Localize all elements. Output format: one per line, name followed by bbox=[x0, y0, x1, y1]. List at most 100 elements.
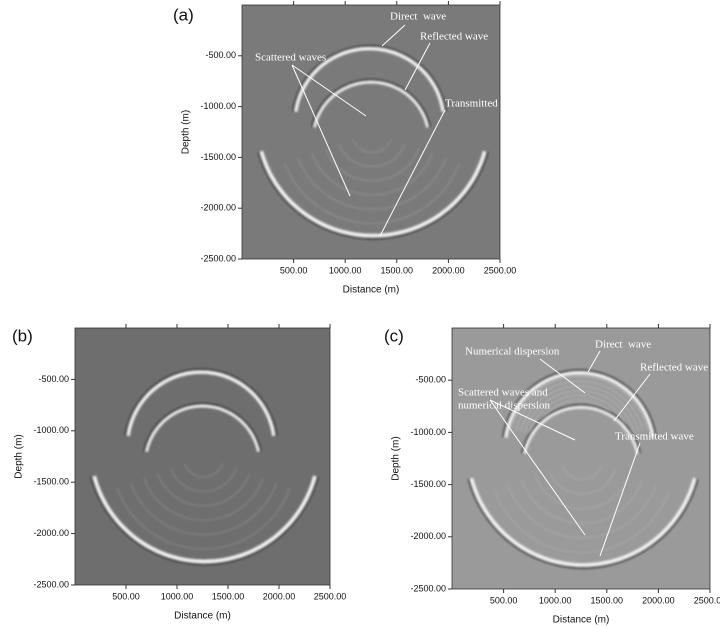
scattered-wave bbox=[170, 468, 237, 493]
y-tick-label: -500.00 bbox=[205, 50, 236, 60]
wavefront bbox=[469, 477, 697, 567]
scattered-wave bbox=[507, 485, 657, 539]
y-tick-label: -2000.00 bbox=[33, 528, 69, 538]
annotation: Scattered waves and bbox=[458, 387, 548, 399]
panel-label: (c) bbox=[384, 326, 404, 345]
x-tick-label: 1500.00 bbox=[212, 591, 245, 601]
annotation-pointer bbox=[404, 42, 431, 91]
y-axis-label: Depth (m) bbox=[14, 434, 25, 478]
annotation-pointer bbox=[613, 373, 651, 422]
wavefront-shadow bbox=[143, 403, 262, 452]
x-axis-label: Distance (m) bbox=[174, 611, 231, 622]
y-tick-label: -1500.00 bbox=[33, 477, 69, 487]
annotation: Scattered waves bbox=[255, 52, 326, 64]
panel: 500.00 1000.00 1500.00 2000.00 2500.00 -500.0… bbox=[384, 324, 720, 626]
scattered-wave bbox=[284, 163, 460, 224]
wavefront bbox=[313, 80, 429, 128]
x-tick-label: 2000.00 bbox=[642, 595, 675, 605]
annotation: Direct wave bbox=[390, 11, 446, 23]
annotation-pointer bbox=[291, 64, 351, 197]
scattered-wave bbox=[352, 138, 392, 153]
y-tick-label: -1500.00 bbox=[200, 152, 236, 162]
scattered-wave bbox=[521, 480, 643, 524]
panel: 500.00 1000.00 1500.00 2000.00 2500.00 -500.0… bbox=[173, 1, 524, 296]
scattered-wave bbox=[311, 153, 433, 196]
x-tick-label: 1500.00 bbox=[591, 595, 624, 605]
wavefront bbox=[504, 371, 655, 438]
dispersion-wave bbox=[515, 380, 644, 431]
scattered-wave bbox=[130, 483, 277, 536]
scattered-wave bbox=[535, 475, 630, 510]
annotation-pointer bbox=[587, 350, 601, 373]
wavefield-image bbox=[74, 327, 331, 586]
x-tick-label: 2500.00 bbox=[694, 595, 720, 605]
wavefront-shadow bbox=[292, 45, 447, 112]
dispersion-wave bbox=[524, 390, 635, 434]
wavefront bbox=[145, 404, 260, 453]
scattered-wave bbox=[548, 470, 616, 495]
wavefront bbox=[294, 47, 445, 112]
wavefronts bbox=[90, 368, 319, 566]
scattered-wave bbox=[116, 487, 291, 550]
panel-label: (b) bbox=[12, 326, 33, 345]
wavefront bbox=[92, 475, 317, 564]
y-tick-label: -2500.00 bbox=[410, 583, 446, 593]
annotation-pointer bbox=[539, 358, 586, 394]
wavefront-shadow bbox=[502, 369, 657, 438]
x-tick-label: 2500.00 bbox=[484, 265, 517, 275]
dispersion-wave bbox=[519, 385, 640, 433]
wavefronts bbox=[467, 369, 699, 569]
annotation: Transmitted wave bbox=[445, 98, 524, 110]
y-tick-label: -2000.00 bbox=[200, 203, 236, 213]
x-tick-label: 500.00 bbox=[280, 265, 308, 275]
x-axis-label: Distance (m) bbox=[553, 615, 610, 626]
x-tick-label: 2000.00 bbox=[432, 265, 465, 275]
y-tick-label: -2500.00 bbox=[200, 253, 236, 263]
y-tick-label: -1500.00 bbox=[410, 479, 446, 489]
y-tick-label: -2500.00 bbox=[33, 579, 69, 589]
y-tick-label: -2000.00 bbox=[410, 531, 446, 541]
wavefront-shadow bbox=[257, 151, 489, 240]
x-tick-label: 1000.00 bbox=[329, 265, 362, 275]
annotation: numerical dispersion bbox=[458, 400, 550, 412]
annotation: Direct wave bbox=[595, 339, 651, 351]
y-axis-label: Depth (m) bbox=[391, 436, 402, 480]
scattered-wave bbox=[338, 143, 406, 167]
panel-label: (a) bbox=[173, 5, 194, 24]
y-tick-label: -1000.00 bbox=[410, 427, 446, 437]
x-tick-label: 500.00 bbox=[112, 591, 140, 601]
scattered-wave bbox=[562, 465, 602, 480]
x-tick-label: 2000.00 bbox=[263, 591, 296, 601]
y-axis-label: Depth (m) bbox=[181, 110, 192, 154]
wavefronts bbox=[257, 45, 489, 240]
y-tick-label: -1000.00 bbox=[33, 425, 69, 435]
wavefront bbox=[259, 150, 487, 238]
scattered-wave bbox=[157, 473, 250, 507]
annotation: Reflected wave bbox=[640, 362, 708, 374]
annotation-pointer bbox=[599, 442, 641, 557]
dispersion-wave bbox=[510, 375, 649, 430]
annotation-pointer bbox=[381, 24, 406, 47]
y-tick-label: -500.00 bbox=[38, 374, 69, 384]
wavefront-shadow bbox=[311, 79, 431, 128]
wavefront-shadow bbox=[124, 368, 278, 436]
annotation-pointer bbox=[489, 399, 576, 441]
y-tick-label: -500.00 bbox=[415, 375, 446, 385]
scattered-wave bbox=[297, 158, 447, 210]
wavefront-shadow bbox=[521, 404, 641, 454]
annotation: Numerical dispersion bbox=[465, 346, 560, 358]
x-tick-label: 500.00 bbox=[490, 595, 518, 605]
x-tick-label: 1500.00 bbox=[381, 265, 414, 275]
scattered-wave bbox=[143, 478, 264, 521]
y-tick-label: -1000.00 bbox=[200, 101, 236, 111]
wavefront bbox=[523, 405, 639, 454]
scattered-wave bbox=[183, 463, 224, 478]
annotation: Reflected wave bbox=[420, 31, 488, 43]
x-tick-label: 1000.00 bbox=[161, 591, 194, 601]
scattered-wave bbox=[494, 490, 670, 554]
annotation-pointer bbox=[489, 399, 586, 536]
x-tick-label: 1000.00 bbox=[539, 595, 572, 605]
wavefront bbox=[126, 370, 276, 437]
wavefield-image bbox=[241, 4, 501, 260]
